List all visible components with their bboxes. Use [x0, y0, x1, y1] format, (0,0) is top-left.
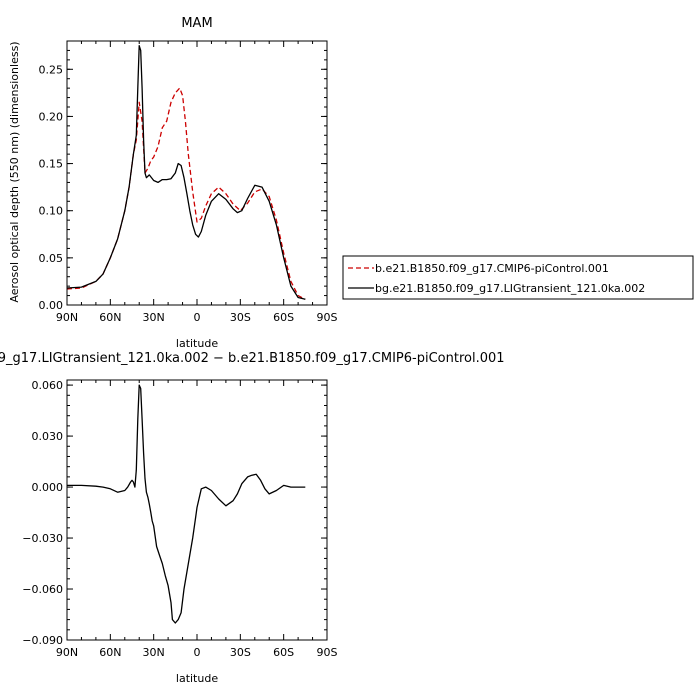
- bottom-plot-frame: [66, 379, 328, 641]
- bottom-x-tick-label: 90S: [317, 646, 338, 659]
- bottom-x-axis-label: latitude: [176, 672, 218, 685]
- top-y-tick-label: 0.20: [39, 110, 64, 123]
- bottom-x-tick-label: 30S: [230, 646, 251, 659]
- bottom-y-tick-label: −0.060: [22, 583, 63, 596]
- bottom-x-tick-label: 0: [194, 646, 201, 659]
- bottom-panel: bg.e21.B1850.f09_g17.LIGtransient_121.0k…: [0, 351, 505, 685]
- top-x-tick-label: 60S: [273, 311, 294, 324]
- legend: b.e21.B1850.f09_g17.CMIP6-piControl.001 …: [342, 255, 694, 300]
- top-x-tick-label: 90S: [317, 311, 338, 324]
- top-chart-title: MAM: [181, 16, 212, 31]
- legend-label-series-2: bg.e21.B1850.f09_g17.LIGtransient_121.0k…: [375, 282, 645, 295]
- top-x-tick-label: 60N: [99, 311, 121, 324]
- top-y-tick-label: 0.00: [39, 299, 64, 312]
- top-x-tick-label: 30N: [143, 311, 165, 324]
- bottom-y-tick-label: −0.090: [22, 634, 63, 647]
- top-plot-frame: [66, 40, 328, 306]
- legend-label-series-1: b.e21.B1850.f09_g17.CMIP6-piControl.001: [375, 262, 609, 275]
- top-y-tick-label: 0.05: [39, 252, 64, 265]
- top-y-tick-label: 0.15: [39, 158, 64, 171]
- top-ticks: 90N 60N 30N 0 30S 60S 90S 0.00 0.05 0.10 0.15 0.20 0…: [39, 40, 338, 324]
- top-panel: MAM Aerosol optical depth (550 nm) (dime…: [8, 16, 338, 350]
- top-x-axis-label: latitude: [176, 337, 218, 350]
- top-series-lines: [66, 45, 306, 300]
- bottom-series-line-1: [67, 384, 306, 624]
- top-y-tick-label: 0.10: [39, 205, 64, 218]
- legend-box: [342, 255, 694, 300]
- top-y-axis-label: Aerosol optical depth (550 nm) (dimensio…: [8, 41, 21, 302]
- bottom-x-tick-label: 30N: [143, 646, 165, 659]
- bottom-y-tick-label: −0.030: [22, 532, 63, 545]
- top-y-tick-label: 0.25: [39, 63, 64, 76]
- bottom-chart-title: bg.e21.B1850.f09_g17.LIGtransient_121.0k…: [0, 351, 505, 366]
- bottom-x-tick-label: 60S: [273, 646, 294, 659]
- bottom-y-tick-label: 0.000: [32, 481, 64, 494]
- top-x-tick-label: 30S: [230, 311, 251, 324]
- bottom-x-tick-label: 60N: [99, 646, 121, 659]
- bottom-x-tick-label: 90N: [56, 646, 78, 659]
- bottom-y-tick-label: 0.030: [32, 430, 64, 443]
- bottom-series-lines: [67, 384, 306, 624]
- bottom-y-tick-label: 0.060: [32, 379, 64, 392]
- bottom-ticks: 90N 60N 30N 0 30S 60S 90S −0.090 −0.060 −0.030 0.0…: [22, 379, 337, 659]
- top-x-tick-label: 90N: [56, 311, 78, 324]
- top-series-line-2: [66, 45, 306, 300]
- top-series-line-1: [66, 87, 306, 300]
- top-x-tick-label: 0: [194, 311, 201, 324]
